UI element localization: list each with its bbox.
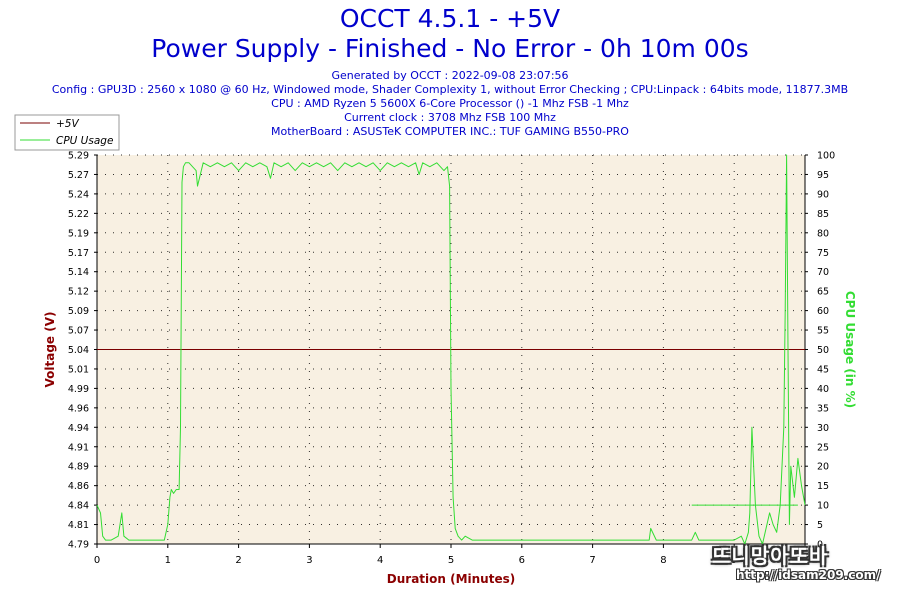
y-right-tick-label: 0 [817,540,823,551]
y-right-tick-label: 80 [817,228,829,239]
y-left-tick-label: 4.96 [68,403,89,414]
series-group [96,154,806,545]
y-right-tick-label: 95 [817,170,829,181]
x-tick-label: 1 [165,555,171,566]
y-left-tick-label: 5.07 [68,326,89,337]
y-left-tick-label: 4.84 [68,501,89,512]
info-config: Config : GPU3D : 2560 x 1080 @ 60 Hz, Wi… [51,83,849,96]
series-line-cpu [96,154,806,545]
y-right-tick-label: 55 [817,326,829,337]
y-right-tick-label: 10 [817,501,829,512]
watermark-text: 뜨니망아또바 [712,544,829,568]
watermark-url: http://idsam209.com/ [736,568,881,582]
info-cpu: CPU : AMD Ryzen 5 5600X 6-Core Processor… [271,97,629,110]
axes: 5.29 5.27 5.24 5.22 5.19 5.17 5.14 5.12 5.09 5.07… [68,151,835,567]
y-right-tick-label: 30 [817,423,829,434]
x-tick-label: 6 [519,555,525,566]
y-left-tick-label: 4.89 [68,462,89,473]
y-right-tick-label: 50 [817,345,829,356]
x-tick-label: 10 [799,555,812,566]
y-right-tick-label: 20 [817,462,829,473]
y-axis-label-right: CPU Usage (in %) [843,291,857,408]
y-left-tick-label: 5.29 [68,151,89,162]
legend: +5V CPU Usage [14,114,120,151]
y-right-tick-label: 85 [817,209,829,220]
y-right-tick-label: 75 [817,248,829,259]
y-left-tick-label: 5.17 [68,248,89,259]
y-left-tick-label: 5.19 [68,228,89,239]
y-left-tick-label: 5.22 [68,209,89,220]
y-left-tick-label: 5.14 [68,267,89,278]
legend-box [14,114,120,151]
y-left-tick-label: 5.12 [68,287,89,298]
y-right-tick-label: 100 [817,151,835,162]
y-left-tick-label: 5.04 [68,345,89,356]
y-left-tick-label: 4.91 [68,442,89,453]
y-right-tick-label: 25 [817,442,829,453]
y-right-tick-label: 70 [817,267,829,278]
watermark-logo: 뜨니망아또바 http://idsam209.com/ [706,540,891,592]
y-right-tick-label: 65 [817,287,829,298]
y-right-tick-label: 45 [817,364,829,375]
info-clock: Current clock : 3708 Mhz FSB 100 Mhz [344,111,556,124]
x-tick-label: 8 [660,555,666,566]
y-right-tick-label: 5 [817,520,823,531]
y-left-tick-label: 5.09 [68,306,89,317]
chart-subtitle: Power Supply - Finished - No Error - 0h … [151,34,749,63]
y-left-tick-label: 5.27 [68,170,89,181]
info-motherboard: MotherBoard : ASUSTeK COMPUTER INC.: TUF… [271,125,629,138]
y-right-tick-label: 15 [817,481,829,492]
info-generated: Generated by OCCT : 2022-09-08 23:07:56 [331,69,569,82]
y-left-tick-label: 4.99 [68,384,89,395]
y-axis-label-left: Voltage (V) [43,312,57,388]
y-left-tick-label: 4.81 [68,520,89,531]
x-tick-label: 0 [94,555,100,566]
x-tick-label: 2 [235,555,241,566]
y-left-tick-label: 4.86 [68,481,89,492]
axis-labels: Duration (Minutes) Voltage (V) CPU Usage (… [43,291,857,586]
x-axis-label: Duration (Minutes) [387,572,515,586]
x-tick-label: 3 [306,555,312,566]
y-right-tick-label: 35 [817,403,829,414]
legend-label: CPU Usage [56,135,113,147]
y-left-tick-label: 4.94 [68,423,89,434]
y-right-tick-label: 40 [817,384,829,395]
y-left-tick-label: 4.79 [68,540,89,551]
x-tick-label: 4 [377,555,383,566]
y-right-tick-label: 60 [817,306,829,317]
y-left-tick-label: 5.01 [68,364,89,375]
y-left-tick-label: 5.24 [68,189,89,200]
chart-title: OCCT 4.5.1 - +5V [339,4,561,33]
y-right-tick-label: 90 [817,189,829,200]
x-tick-label: 5 [448,555,454,566]
legend-label: +5V [56,118,79,130]
x-tick-label: 9 [731,555,737,566]
x-tick-label: 7 [589,555,595,566]
